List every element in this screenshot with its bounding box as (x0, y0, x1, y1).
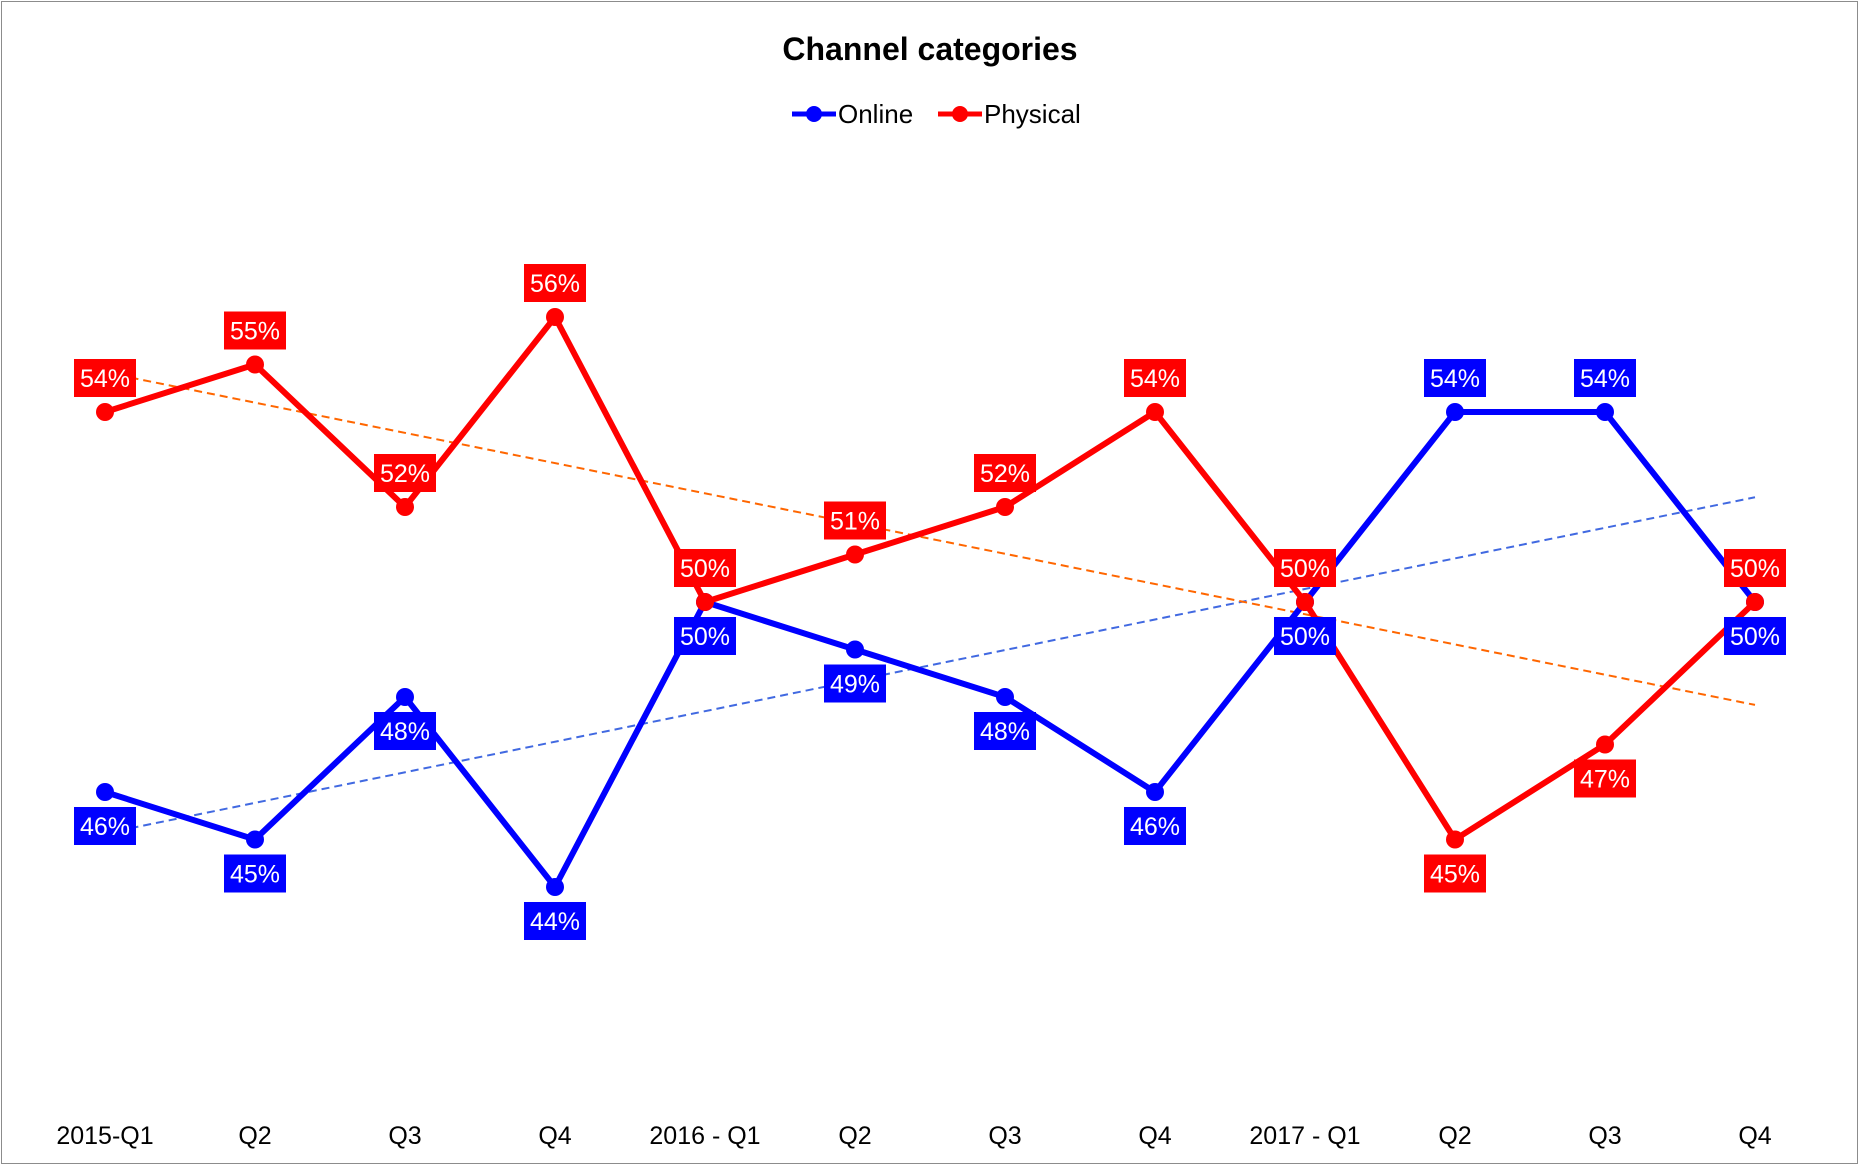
point-online-6 (996, 688, 1014, 706)
data-label-online-9: 54% (1430, 365, 1480, 393)
data-label-box-online-2 (374, 712, 436, 750)
x-tick-label-7: Q4 (1138, 1122, 1171, 1150)
data-label-physical-8: 50% (1280, 555, 1330, 583)
data-label-online-8: 50% (1280, 623, 1330, 651)
data-label-box-online-3 (524, 902, 586, 940)
x-tick-label-4: 2016 - Q1 (649, 1122, 760, 1150)
data-label-online-2: 48% (380, 718, 430, 746)
data-label-physical-11: 50% (1730, 555, 1780, 583)
data-label-physical-2: 52% (380, 460, 430, 488)
trendline-online (104, 496, 1756, 835)
data-label-online-5: 49% (830, 671, 880, 699)
data-label-box-physical-4 (674, 549, 736, 587)
point-online-7 (1146, 783, 1164, 801)
data-label-online-10: 54% (1580, 365, 1630, 393)
data-label-box-physical-2 (374, 454, 436, 492)
legend-marker-online (806, 106, 822, 122)
data-label-physical-9: 45% (1430, 861, 1480, 889)
x-tick-label-1: Q2 (238, 1122, 271, 1150)
point-online-5 (846, 640, 864, 659)
x-tick-label-0: 2015-Q1 (56, 1122, 153, 1150)
trendline-physical (104, 371, 1756, 706)
data-label-box-online-1 (224, 854, 286, 893)
data-label-physical-6: 52% (980, 460, 1030, 488)
legend-marker-physical (952, 106, 968, 122)
data-label-box-online-5 (824, 664, 886, 703)
x-tick-label-11: Q4 (1738, 1122, 1771, 1150)
data-label-physical-1: 55% (230, 318, 280, 346)
legend: Online Physical (792, 99, 1081, 129)
data-label-box-online-10 (1574, 359, 1636, 397)
legend-label-online: Online (838, 99, 913, 129)
data-label-box-physical-1 (224, 311, 286, 350)
x-tick-label-3: Q4 (538, 1122, 571, 1150)
data-label-online-3: 44% (530, 908, 580, 936)
data-label-box-physical-9 (1424, 854, 1486, 893)
data-label-box-physical-11 (1724, 549, 1786, 587)
data-labels: 46% 45% 48% 44% 50% 49% 48% 46% 50% 54% 54% 50% 54% 5… (74, 264, 1786, 940)
data-label-physical-0: 54% (80, 365, 130, 393)
point-online-0 (96, 783, 114, 801)
data-label-box-physical-0 (74, 359, 136, 397)
data-label-box-online-6 (974, 712, 1036, 750)
data-label-physical-10: 47% (1580, 766, 1630, 794)
x-tick-label-2: Q3 (388, 1122, 421, 1150)
data-label-box-online-8 (1274, 617, 1336, 655)
legend-label-physical: Physical (984, 99, 1081, 129)
trendlines (104, 371, 1756, 835)
data-label-online-1: 45% (230, 861, 280, 889)
x-tick-label-10: Q3 (1588, 1122, 1621, 1150)
data-label-box-physical-5 (824, 501, 886, 540)
point-physical-2 (396, 498, 414, 516)
point-physical-8 (1296, 593, 1314, 611)
data-label-box-physical-10 (1574, 759, 1636, 798)
point-physical-3 (546, 308, 564, 326)
point-physical-10 (1596, 735, 1614, 754)
data-label-online-11: 50% (1730, 623, 1780, 651)
data-label-physical-4: 50% (680, 555, 730, 583)
data-label-online-6: 48% (980, 718, 1030, 746)
data-label-online-7: 46% (1130, 813, 1180, 841)
point-physical-4 (696, 593, 714, 611)
data-label-box-physical-6 (974, 454, 1036, 492)
point-online-2 (396, 688, 414, 706)
data-label-box-online-0 (74, 807, 136, 845)
data-label-physical-7: 54% (1130, 365, 1180, 393)
x-tick-label-6: Q3 (988, 1122, 1021, 1150)
data-label-online-4: 50% (680, 623, 730, 651)
point-physical-9 (1446, 830, 1464, 849)
series-line-online (102, 409, 1758, 890)
point-online-9 (1446, 403, 1464, 421)
chart-title: Channel categories (782, 31, 1077, 67)
x-tick-label-5: Q2 (838, 1122, 871, 1150)
point-physical-11 (1746, 593, 1764, 611)
data-label-box-physical-7 (1124, 359, 1186, 397)
data-label-physical-5: 51% (830, 508, 880, 536)
point-online-3 (546, 878, 564, 896)
data-label-box-online-4 (674, 617, 736, 655)
point-physical-0 (96, 403, 114, 421)
data-label-box-physical-3 (524, 264, 586, 302)
data-label-box-online-7 (1124, 807, 1186, 845)
data-label-box-physical-8 (1274, 549, 1336, 587)
x-tick-label-8: 2017 - Q1 (1249, 1122, 1360, 1150)
x-axis: 2015-Q1 Q2 Q3 Q4 2016 - Q1 Q2 Q3 Q4 2017 - Q1 Q2 Q… (56, 1122, 1771, 1150)
x-tick-label-9: Q2 (1438, 1122, 1471, 1150)
data-label-physical-3: 56% (530, 270, 580, 298)
point-online-10 (1596, 403, 1614, 421)
series-lines (96, 308, 1764, 896)
data-label-box-online-9 (1424, 359, 1486, 397)
point-physical-7 (1146, 403, 1164, 421)
data-label-box-online-11 (1724, 617, 1786, 655)
series-line-physical (102, 314, 1758, 843)
point-physical-6 (996, 498, 1014, 516)
point-physical-1 (246, 355, 264, 374)
data-label-online-0: 46% (80, 813, 130, 841)
point-online-1 (246, 830, 264, 849)
point-physical-5 (846, 545, 864, 564)
